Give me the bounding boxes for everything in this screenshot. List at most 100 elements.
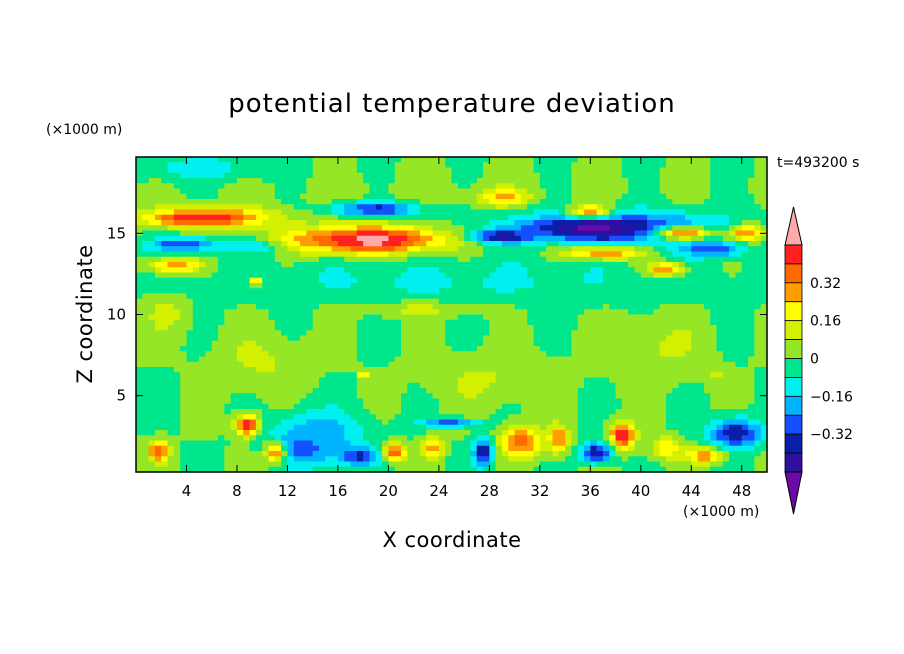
heatmap-cell bbox=[577, 382, 585, 389]
heatmap-cell bbox=[325, 262, 333, 268]
heatmap-cell bbox=[287, 256, 295, 263]
heatmap-cell bbox=[691, 220, 699, 226]
heatmap-cell bbox=[363, 235, 371, 242]
heatmap-cell bbox=[205, 393, 213, 400]
heatmap-cell bbox=[205, 214, 213, 221]
heatmap-cell bbox=[483, 167, 490, 174]
heatmap-cell bbox=[255, 199, 263, 205]
heatmap-cell bbox=[407, 388, 415, 394]
heatmap-cell bbox=[729, 309, 737, 316]
heatmap-cell bbox=[489, 172, 497, 179]
heatmap-cell bbox=[565, 162, 572, 169]
heatmap-cell bbox=[432, 193, 440, 200]
heatmap-cell bbox=[483, 230, 490, 237]
heatmap-cell bbox=[703, 372, 711, 379]
heatmap-cell bbox=[546, 178, 554, 184]
heatmap-cell bbox=[419, 262, 427, 268]
heatmap-cell bbox=[590, 356, 598, 363]
heatmap-cell bbox=[407, 272, 415, 279]
heatmap-cell bbox=[306, 319, 314, 326]
heatmap-cell bbox=[161, 414, 169, 421]
heatmap-cell bbox=[388, 346, 396, 352]
heatmap-cell bbox=[552, 382, 560, 389]
heatmap-cell bbox=[659, 409, 667, 415]
heatmap-cell bbox=[584, 220, 591, 226]
heatmap-cell bbox=[539, 293, 547, 300]
heatmap-cell bbox=[615, 340, 623, 347]
heatmap-cell bbox=[565, 309, 572, 316]
heatmap-cell bbox=[262, 346, 270, 352]
heatmap-cell bbox=[634, 214, 642, 221]
heatmap-cell bbox=[653, 356, 661, 363]
heatmap-cell bbox=[584, 246, 591, 253]
heatmap-cell bbox=[325, 209, 333, 216]
heatmap-cell bbox=[274, 172, 282, 179]
heatmap-cell bbox=[760, 172, 768, 179]
heatmap-cell bbox=[306, 361, 314, 368]
heatmap-cell bbox=[388, 256, 396, 263]
heatmap-cell bbox=[148, 172, 156, 179]
heatmap-cell bbox=[363, 314, 371, 321]
heatmap-cell bbox=[735, 183, 743, 190]
heatmap-cell bbox=[318, 204, 326, 211]
heatmap-cell bbox=[186, 172, 194, 179]
heatmap-cell bbox=[546, 298, 554, 305]
heatmap-cell bbox=[306, 256, 314, 263]
heatmap-cell bbox=[262, 393, 270, 400]
heatmap-cell bbox=[464, 377, 472, 384]
heatmap-cell bbox=[722, 277, 730, 284]
heatmap-cell bbox=[584, 193, 591, 200]
heatmap-cell bbox=[666, 403, 673, 410]
heatmap-cell bbox=[306, 309, 314, 316]
heatmap-cell bbox=[710, 178, 718, 184]
heatmap-cell bbox=[300, 361, 307, 368]
heatmap-cell bbox=[697, 309, 705, 316]
heatmap-cell bbox=[533, 157, 541, 163]
heatmap-cell bbox=[161, 209, 169, 216]
heatmap-cell bbox=[552, 188, 560, 195]
heatmap-cell bbox=[760, 183, 768, 190]
heatmap-cell bbox=[350, 361, 358, 368]
heatmap-cell bbox=[628, 214, 636, 221]
heatmap-cell bbox=[577, 204, 585, 211]
heatmap-cell bbox=[678, 414, 686, 421]
heatmap-cell bbox=[388, 178, 396, 184]
heatmap-cell bbox=[659, 277, 667, 284]
heatmap-cell bbox=[142, 172, 150, 179]
heatmap-cell bbox=[584, 398, 591, 405]
heatmap-cell bbox=[476, 304, 484, 310]
heatmap-cell bbox=[438, 372, 446, 379]
heatmap-cell bbox=[407, 209, 415, 216]
heatmap-cell bbox=[754, 319, 762, 326]
heatmap-cell bbox=[325, 288, 333, 295]
heatmap-cell bbox=[584, 251, 591, 258]
heatmap-cell bbox=[495, 356, 503, 363]
heatmap-cell bbox=[274, 298, 282, 305]
heatmap-cell bbox=[167, 262, 175, 268]
heatmap-cell bbox=[180, 288, 188, 295]
heatmap-cell bbox=[483, 193, 490, 200]
heatmap-cell bbox=[419, 188, 427, 195]
heatmap-cell bbox=[754, 293, 762, 300]
heatmap-cell bbox=[552, 409, 560, 415]
heatmap-cell bbox=[344, 367, 352, 373]
heatmap-cell bbox=[754, 382, 762, 389]
heatmap-cell bbox=[255, 172, 263, 179]
heatmap-cell bbox=[161, 330, 169, 337]
heatmap-cell bbox=[344, 403, 352, 410]
heatmap-cell bbox=[287, 262, 295, 268]
heatmap-cell bbox=[621, 377, 629, 384]
heatmap-cell bbox=[445, 346, 453, 352]
heatmap-cell bbox=[710, 388, 718, 394]
heatmap-cell bbox=[495, 157, 503, 163]
heatmap-cell bbox=[186, 335, 194, 342]
heatmap-cell bbox=[672, 225, 680, 232]
heatmap-cell bbox=[154, 319, 162, 326]
heatmap-cell bbox=[363, 372, 371, 379]
heatmap-cell bbox=[495, 178, 503, 184]
heatmap-cell bbox=[653, 309, 661, 316]
heatmap-cell bbox=[318, 230, 326, 237]
heatmap-cell bbox=[508, 382, 516, 389]
heatmap-cell bbox=[558, 409, 566, 415]
heatmap-cell bbox=[640, 304, 648, 310]
